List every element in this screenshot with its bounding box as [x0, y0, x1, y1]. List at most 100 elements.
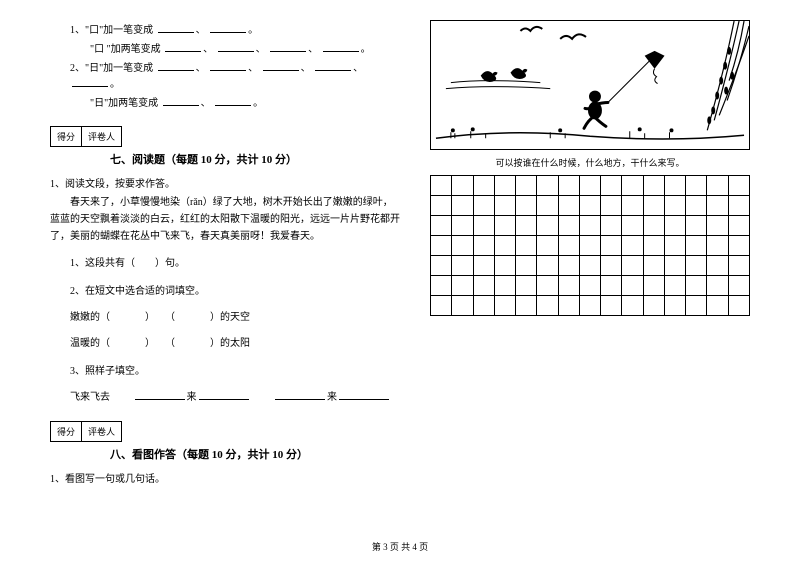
grid-cell[interactable] [707, 276, 728, 296]
grid-cell[interactable] [473, 296, 494, 316]
grid-cell[interactable] [452, 236, 473, 256]
grid-cell[interactable] [579, 176, 600, 196]
blank[interactable] [165, 42, 201, 52]
grid-cell[interactable] [494, 216, 515, 236]
grid-cell[interactable] [664, 296, 685, 316]
grid-cell[interactable] [664, 196, 685, 216]
grid-cell[interactable] [707, 296, 728, 316]
grid-cell[interactable] [452, 216, 473, 236]
blank[interactable] [270, 42, 306, 52]
blank[interactable] [275, 390, 325, 400]
grid-cell[interactable] [537, 176, 558, 196]
grid-cell[interactable] [494, 236, 515, 256]
grid-cell[interactable] [707, 236, 728, 256]
blank[interactable] [210, 23, 246, 33]
grid-cell[interactable] [579, 196, 600, 216]
grid-cell[interactable] [601, 236, 622, 256]
grid-cell[interactable] [728, 236, 749, 256]
writing-grid[interactable] [430, 175, 750, 316]
grid-cell[interactable] [728, 196, 749, 216]
grid-cell[interactable] [452, 276, 473, 296]
blank[interactable] [210, 61, 246, 71]
grid-cell[interactable] [643, 296, 664, 316]
grid-cell[interactable] [643, 276, 664, 296]
grid-cell[interactable] [431, 256, 452, 276]
grid-cell[interactable] [558, 196, 579, 216]
grid-cell[interactable] [494, 176, 515, 196]
grid-cell[interactable] [473, 176, 494, 196]
grid-cell[interactable] [686, 216, 707, 236]
grid-cell[interactable] [473, 256, 494, 276]
grid-cell[interactable] [601, 176, 622, 196]
grid-cell[interactable] [516, 276, 537, 296]
grid-cell[interactable] [431, 276, 452, 296]
grid-cell[interactable] [516, 176, 537, 196]
grid-cell[interactable] [516, 296, 537, 316]
grid-cell[interactable] [494, 196, 515, 216]
blank[interactable] [135, 390, 185, 400]
grid-cell[interactable] [516, 236, 537, 256]
grid-cell[interactable] [579, 236, 600, 256]
grid-cell[interactable] [601, 296, 622, 316]
grid-cell[interactable] [728, 176, 749, 196]
grid-cell[interactable] [431, 296, 452, 316]
grid-cell[interactable] [558, 176, 579, 196]
grid-cell[interactable] [537, 196, 558, 216]
grid-cell[interactable] [601, 256, 622, 276]
grid-cell[interactable] [431, 176, 452, 196]
grid-cell[interactable] [494, 256, 515, 276]
grid-cell[interactable] [728, 256, 749, 276]
grid-cell[interactable] [579, 296, 600, 316]
grid-cell[interactable] [494, 296, 515, 316]
grid-cell[interactable] [622, 216, 643, 236]
grid-cell[interactable] [728, 216, 749, 236]
grid-cell[interactable] [431, 216, 452, 236]
grid-cell[interactable] [537, 256, 558, 276]
grid-cell[interactable] [431, 196, 452, 216]
grid-cell[interactable] [601, 216, 622, 236]
grid-cell[interactable] [537, 296, 558, 316]
blank[interactable] [158, 61, 194, 71]
grid-cell[interactable] [643, 216, 664, 236]
grid-cell[interactable] [707, 256, 728, 276]
grid-cell[interactable] [707, 216, 728, 236]
grid-cell[interactable] [558, 296, 579, 316]
grid-cell[interactable] [537, 276, 558, 296]
grid-cell[interactable] [622, 176, 643, 196]
blank[interactable] [263, 61, 299, 71]
grid-cell[interactable] [686, 296, 707, 316]
blank[interactable] [163, 96, 199, 106]
grid-cell[interactable] [664, 256, 685, 276]
grid-cell[interactable] [686, 276, 707, 296]
grid-cell[interactable] [664, 276, 685, 296]
grid-cell[interactable] [537, 236, 558, 256]
grid-cell[interactable] [452, 196, 473, 216]
blank[interactable] [72, 77, 108, 87]
grid-cell[interactable] [707, 176, 728, 196]
grid-cell[interactable] [558, 236, 579, 256]
grid-cell[interactable] [473, 216, 494, 236]
grid-cell[interactable] [473, 236, 494, 256]
grid-cell[interactable] [728, 296, 749, 316]
grid-cell[interactable] [686, 196, 707, 216]
grid-cell[interactable] [494, 276, 515, 296]
grid-cell[interactable] [516, 256, 537, 276]
grid-cell[interactable] [473, 196, 494, 216]
grid-cell[interactable] [579, 256, 600, 276]
grid-cell[interactable] [537, 216, 558, 236]
grid-cell[interactable] [664, 216, 685, 236]
grid-cell[interactable] [686, 176, 707, 196]
blank[interactable] [323, 42, 359, 52]
blank[interactable] [199, 390, 249, 400]
grid-cell[interactable] [452, 176, 473, 196]
grid-cell[interactable] [664, 236, 685, 256]
grid-cell[interactable] [622, 196, 643, 216]
grid-cell[interactable] [643, 176, 664, 196]
blank[interactable] [215, 96, 251, 106]
grid-cell[interactable] [452, 256, 473, 276]
grid-cell[interactable] [664, 176, 685, 196]
blank[interactable] [158, 23, 194, 33]
grid-cell[interactable] [643, 196, 664, 216]
blank[interactable] [339, 390, 389, 400]
grid-cell[interactable] [431, 236, 452, 256]
